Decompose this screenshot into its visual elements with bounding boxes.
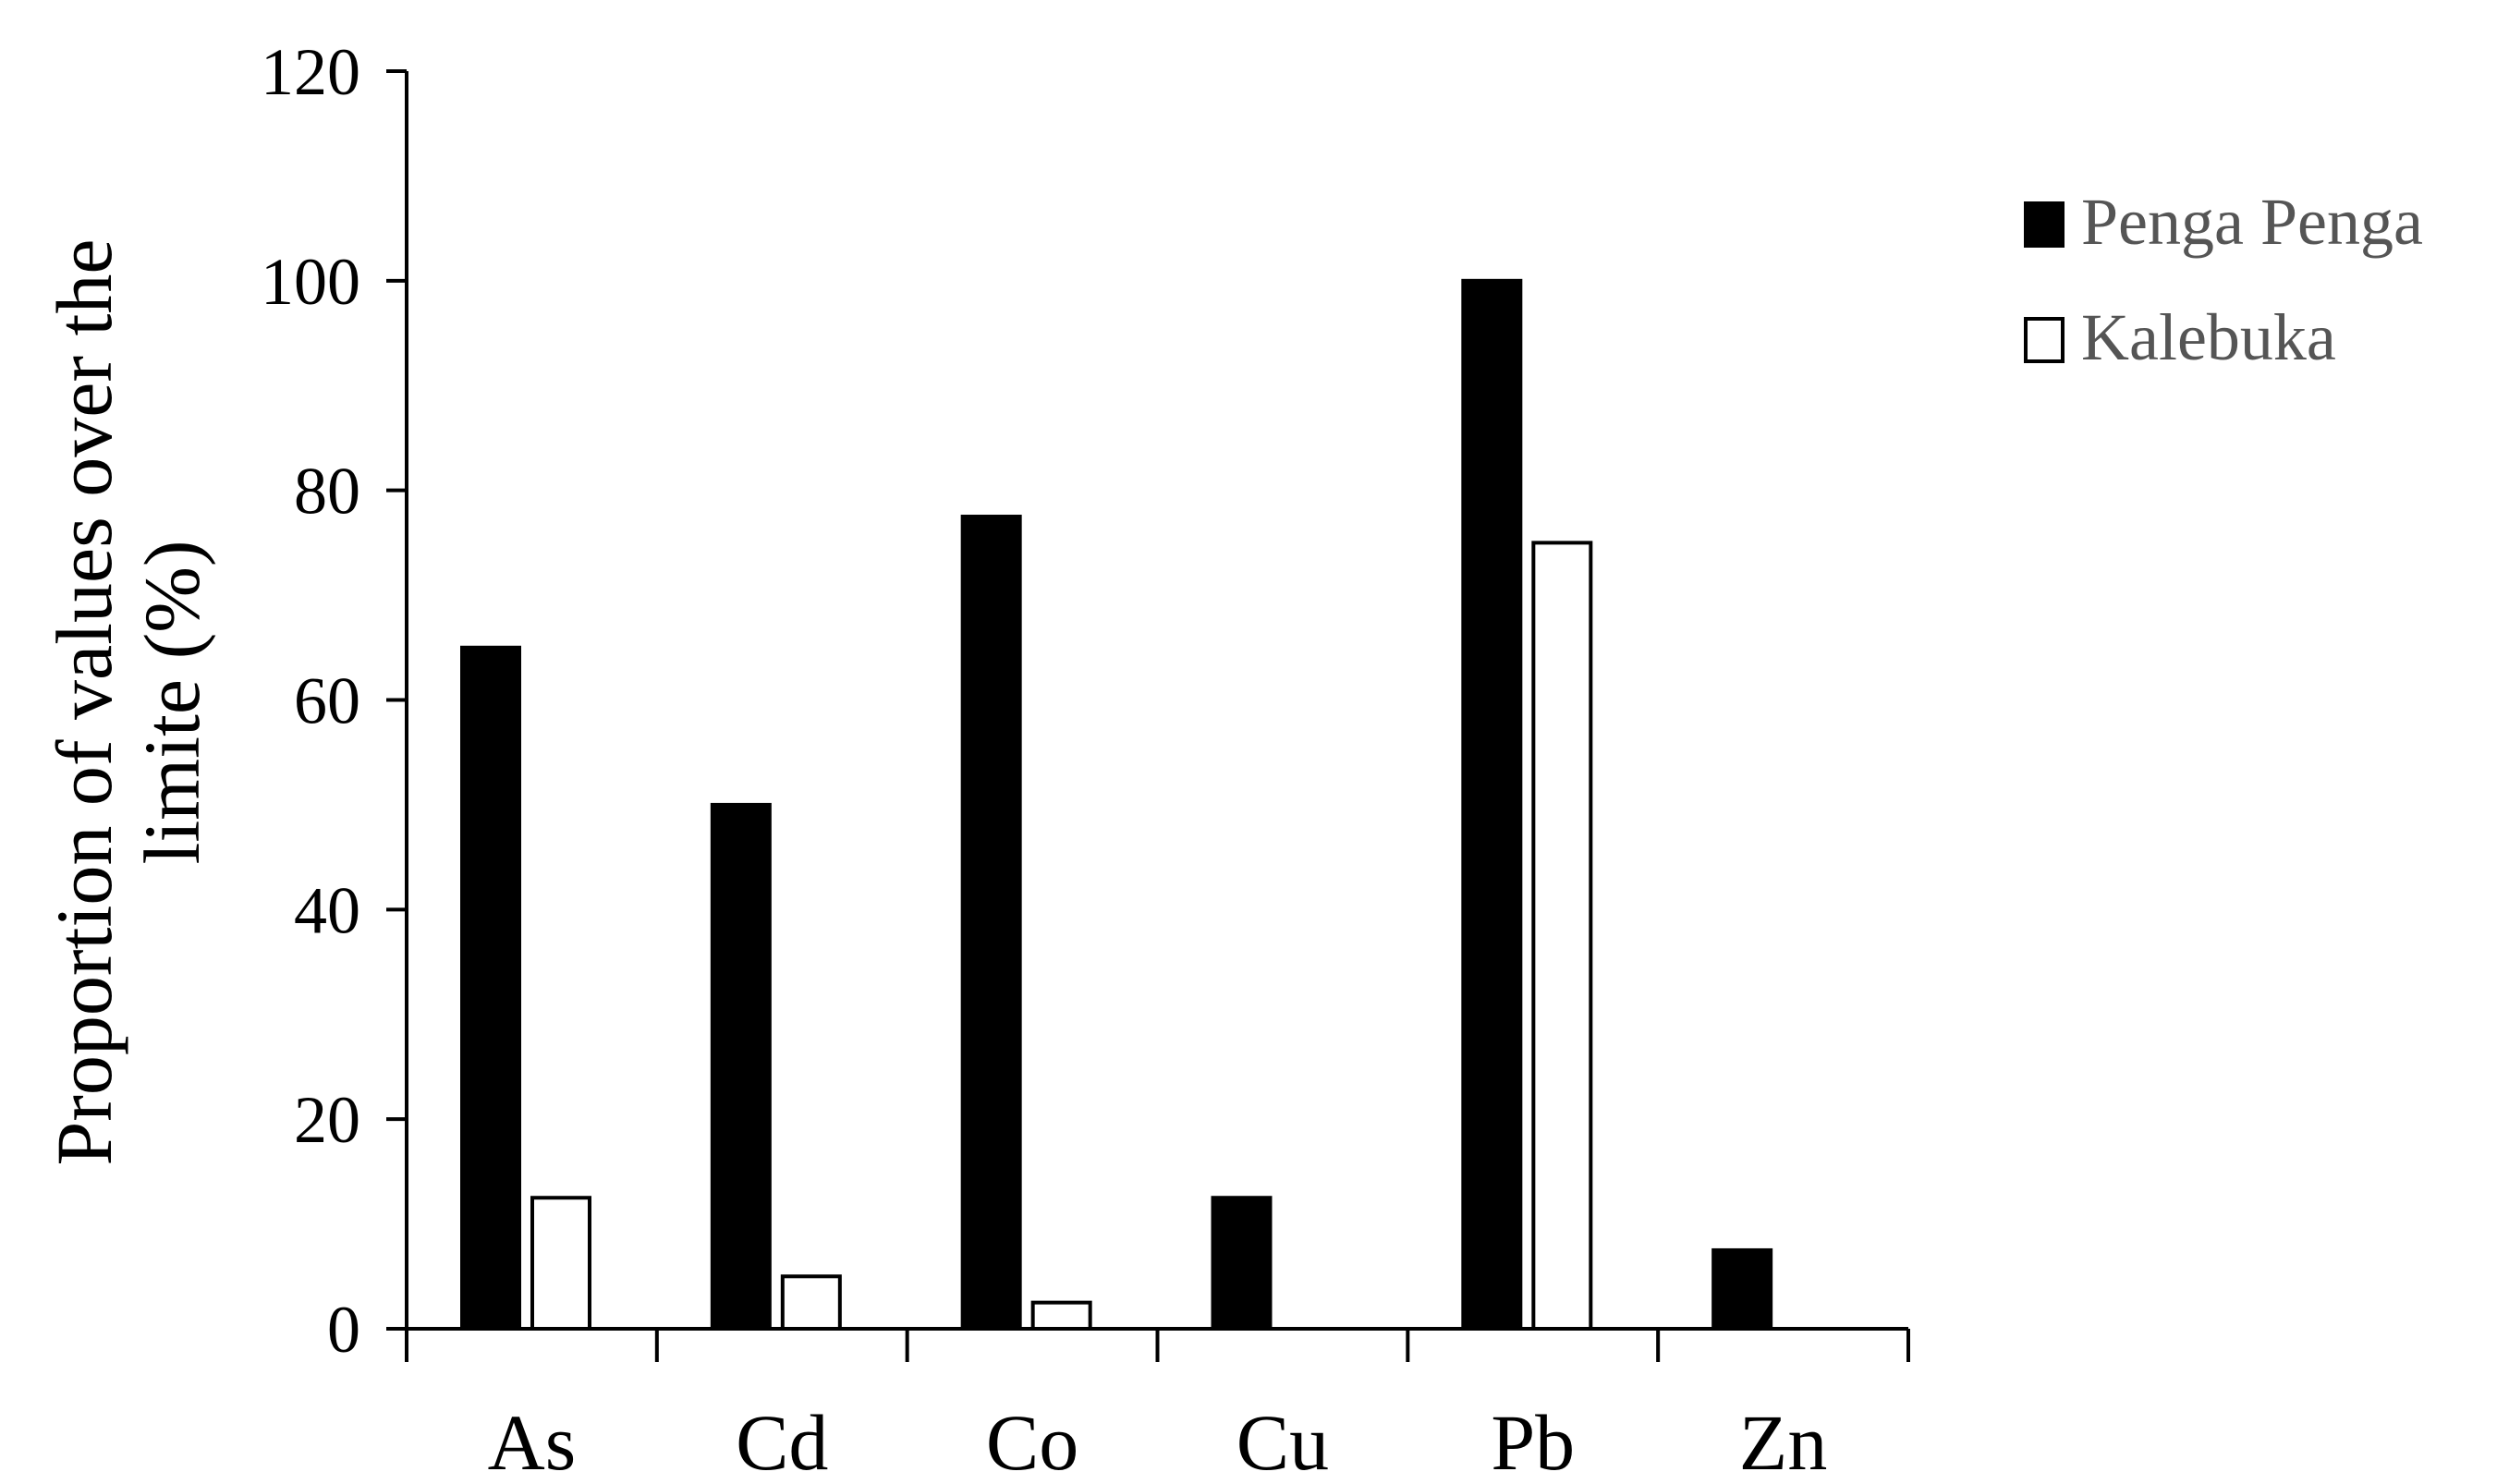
legend-swatch <box>2024 201 2065 248</box>
y-axis-ticks: 0 20 40 60 80 100 120 <box>261 35 407 1367</box>
bar-pb-penga-penga <box>1461 278 1523 1331</box>
legend-swatch <box>2024 317 2065 363</box>
x-category-label: Co <box>986 1398 1078 1484</box>
x-axis-categories: As Cd Co Cu Pb Zn <box>488 1398 1828 1484</box>
x-category-label: Cd <box>736 1398 828 1484</box>
legend: Penga Penga Kalebuka <box>2024 185 2423 374</box>
x-category-label: Zn <box>1739 1398 1828 1484</box>
bar-zn-penga-penga <box>1711 1247 1773 1331</box>
y-axis-title-line-1: Proportion of values over the <box>40 238 128 1165</box>
bar-as-penga-penga <box>460 645 521 1331</box>
y-axis-title-line-2: limite (%) <box>128 540 216 864</box>
bar-pb-kalebuka <box>1531 541 1593 1331</box>
y-tick-label: 80 <box>294 455 360 529</box>
bar-cu-penga-penga <box>1211 1196 1273 1331</box>
x-category-label: As <box>488 1398 577 1484</box>
x-category-label: Pb <box>1491 1398 1575 1484</box>
bar-co-penga-penga <box>960 515 1022 1331</box>
x-category-label: Cu <box>1236 1398 1329 1484</box>
legend-label: Penga Penga <box>2081 185 2423 259</box>
axes <box>405 71 1910 1362</box>
y-tick-label: 100 <box>261 245 360 319</box>
bar-cd-kalebuka <box>780 1274 842 1331</box>
bar-cd-penga-penga <box>710 802 772 1331</box>
y-tick-label: 20 <box>294 1083 360 1157</box>
y-tick-label: 0 <box>327 1293 360 1367</box>
y-axis-title: Proportion of values over the limite (%) <box>40 238 216 1165</box>
y-tick-label: 60 <box>294 664 360 738</box>
bar-co-kalebuka <box>1030 1300 1092 1332</box>
y-tick-label: 40 <box>294 873 360 947</box>
y-tick-label: 120 <box>261 35 360 109</box>
bar-as-kalebuka <box>530 1196 591 1331</box>
bars <box>460 278 1773 1332</box>
legend-label: Kalebuka <box>2081 300 2336 374</box>
